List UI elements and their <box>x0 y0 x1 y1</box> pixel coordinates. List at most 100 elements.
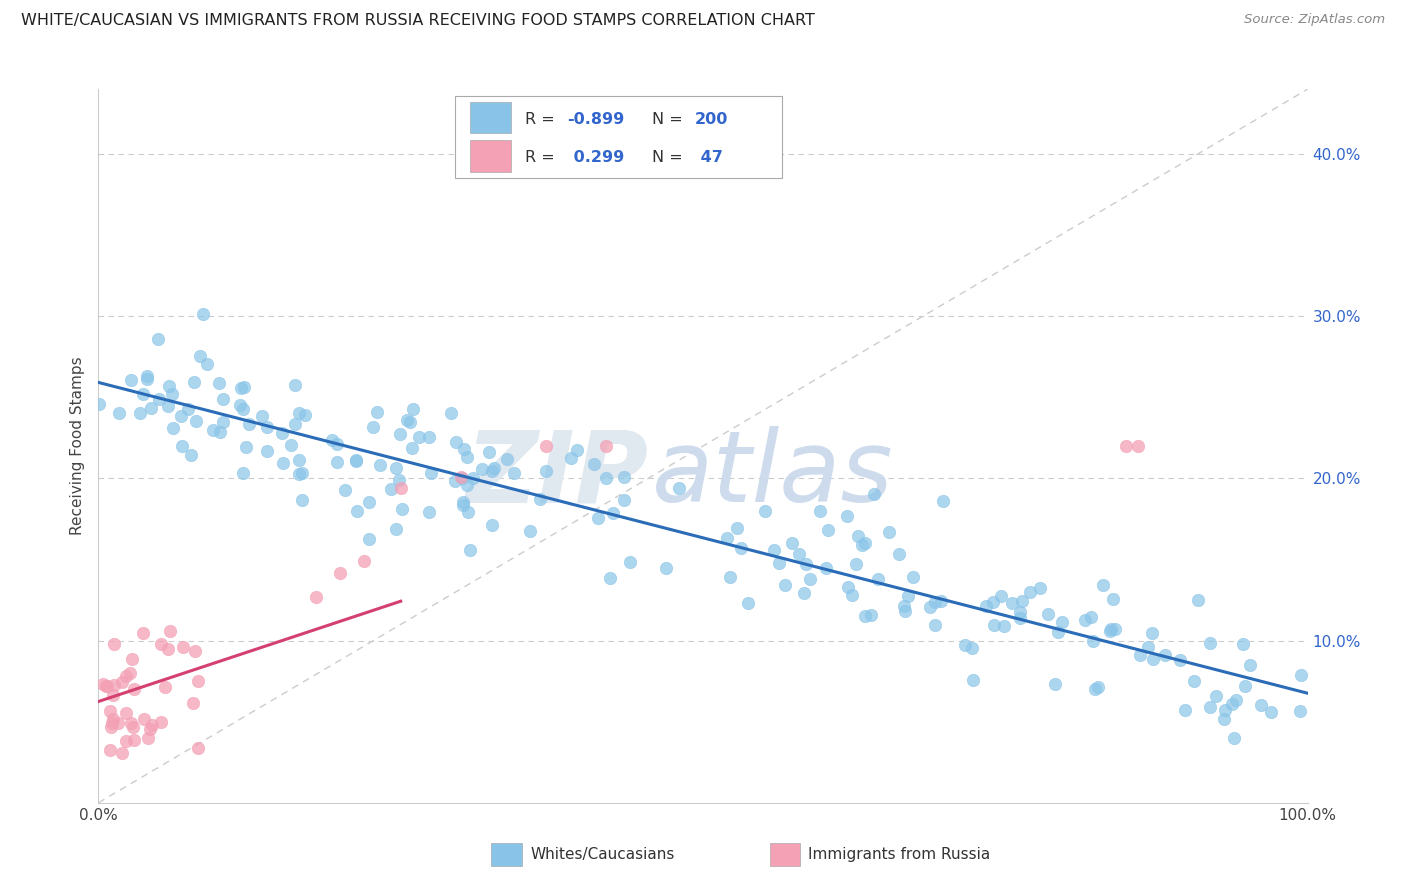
Point <box>1074 613 1097 627</box>
Point <box>132 626 155 640</box>
Point <box>271 456 294 470</box>
Point <box>121 652 143 666</box>
Point <box>108 406 131 420</box>
Point <box>478 444 501 458</box>
Point <box>401 441 423 455</box>
Point <box>1199 699 1222 714</box>
Point <box>716 531 738 545</box>
Point <box>212 392 235 406</box>
Point <box>120 715 142 730</box>
Point <box>799 572 821 586</box>
Point <box>208 425 231 439</box>
Point <box>132 712 155 726</box>
Point <box>366 404 388 418</box>
Point <box>754 503 776 517</box>
Point <box>284 378 307 392</box>
Point <box>107 715 129 730</box>
Point <box>837 581 859 595</box>
Point <box>153 681 176 695</box>
Bar <box>769 843 800 865</box>
Point <box>288 452 311 467</box>
Point <box>1142 625 1164 640</box>
Text: Immigrants from Russia: Immigrants from Russia <box>808 847 990 862</box>
Point <box>451 494 474 508</box>
Point <box>1182 673 1205 688</box>
Point <box>1142 652 1164 666</box>
Text: Whites/Caucasians: Whites/Caucasians <box>530 847 675 862</box>
Point <box>920 600 942 615</box>
Point <box>188 349 211 363</box>
Point <box>231 381 253 395</box>
Point <box>901 570 924 584</box>
Point <box>1084 682 1107 697</box>
Point <box>111 675 134 690</box>
Point <box>481 518 503 533</box>
Point <box>451 498 474 512</box>
Point <box>1099 624 1122 638</box>
Point <box>399 415 422 429</box>
Point <box>418 430 440 444</box>
Point <box>439 406 461 420</box>
Text: 200: 200 <box>695 112 728 127</box>
Point <box>132 386 155 401</box>
Point <box>359 532 381 546</box>
Point <box>1187 593 1209 607</box>
Point <box>787 548 810 562</box>
Point <box>396 413 419 427</box>
Point <box>103 712 125 726</box>
Point <box>794 557 817 571</box>
FancyBboxPatch shape <box>456 96 782 178</box>
Point <box>232 401 254 416</box>
Text: N =: N = <box>652 150 688 164</box>
Point <box>953 638 976 652</box>
Point <box>370 458 392 472</box>
Point <box>391 501 413 516</box>
Point <box>897 589 920 603</box>
Point <box>1239 657 1261 672</box>
Point <box>456 450 478 464</box>
Point <box>305 590 328 604</box>
Point <box>482 461 505 475</box>
Point <box>503 466 526 480</box>
Point <box>1080 609 1102 624</box>
Point <box>91 677 114 691</box>
Point <box>773 578 796 592</box>
Point <box>924 618 946 632</box>
Point <box>990 589 1012 603</box>
Point <box>1199 636 1222 650</box>
Point <box>344 452 367 467</box>
Text: Source: ZipAtlas.com: Source: ZipAtlas.com <box>1244 13 1385 27</box>
Point <box>184 644 207 658</box>
Point <box>195 357 218 371</box>
Point <box>456 478 478 492</box>
Point <box>122 733 145 747</box>
Text: WHITE/CAUCASIAN VS IMMIGRANTS FROM RUSSIA RECEIVING FOOD STAMPS CORRELATION CHAR: WHITE/CAUCASIAN VS IMMIGRANTS FROM RUSSI… <box>21 13 815 29</box>
Point <box>613 470 636 484</box>
Point <box>103 637 125 651</box>
Point <box>89 397 111 411</box>
Point <box>595 439 617 453</box>
Bar <box>470 102 510 133</box>
Point <box>893 599 915 613</box>
Point <box>868 572 890 586</box>
Point <box>101 688 124 702</box>
Point <box>846 529 869 543</box>
Point <box>444 435 467 450</box>
Point <box>655 561 678 575</box>
Point <box>924 595 946 609</box>
Point <box>103 678 125 692</box>
Bar <box>470 140 510 172</box>
Point <box>560 451 582 466</box>
Point <box>129 406 152 420</box>
Point <box>1225 692 1247 706</box>
Point <box>229 398 252 412</box>
Point <box>1212 712 1234 726</box>
Point <box>1010 606 1032 620</box>
Point <box>1250 698 1272 713</box>
Point <box>325 436 347 450</box>
Point <box>157 379 180 393</box>
Point <box>211 415 233 429</box>
Point <box>1215 703 1237 717</box>
Point <box>768 556 790 570</box>
Point <box>894 604 917 618</box>
